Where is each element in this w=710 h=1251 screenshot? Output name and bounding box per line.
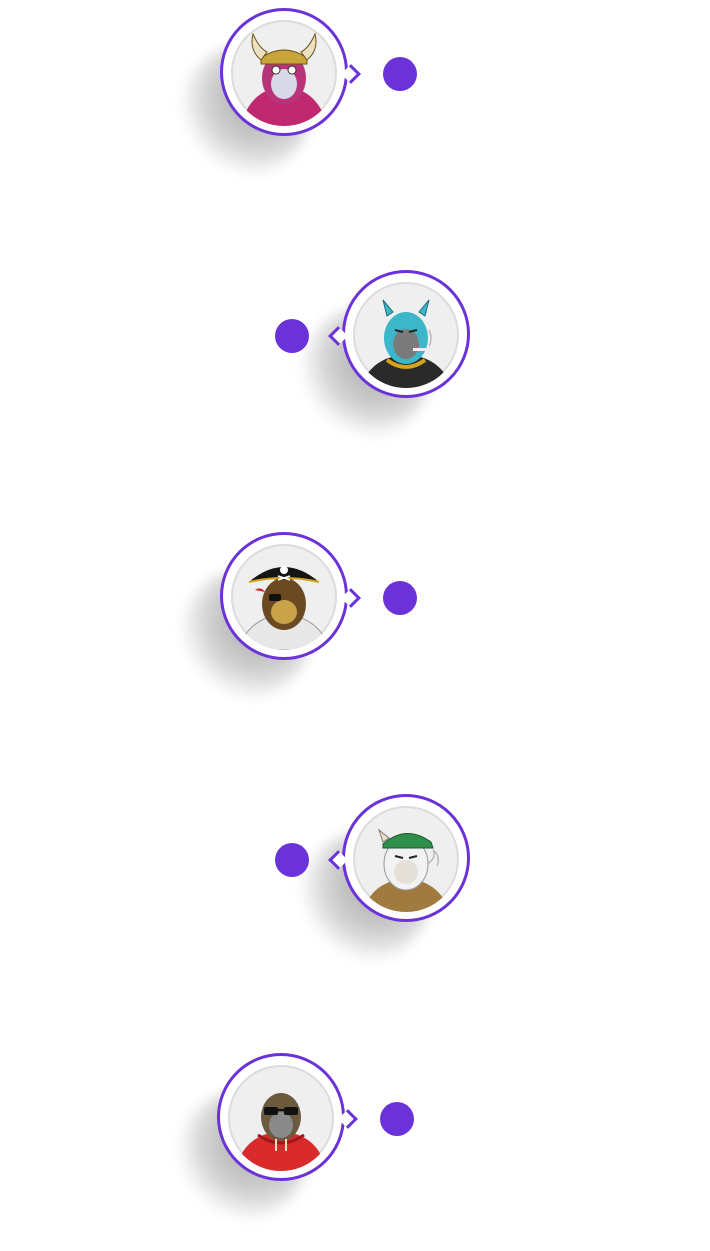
cap-ape-smoking-icon: [363, 828, 449, 912]
timeline-dot: [275, 319, 309, 353]
timeline-node-1: [170, 6, 470, 206]
timeline-dot: [380, 1102, 414, 1136]
timeline-node-2: [270, 268, 570, 468]
avatar-hoodie-ape[interactable]: [228, 1065, 334, 1171]
timeline-dot: [383, 581, 417, 615]
timeline-node-3: [170, 530, 470, 730]
timeline-dot: [383, 57, 417, 91]
pirate-ape-icon: [238, 566, 330, 650]
timeline-node-5: [167, 1051, 467, 1251]
avatar-pirate-ape[interactable]: [231, 544, 337, 650]
timeline-node-4: [270, 792, 570, 992]
hoodie-ape-sunglasses-icon: [236, 1093, 326, 1171]
avatar-viking-ape[interactable]: [231, 20, 337, 126]
viking-ape-pink-icon: [241, 32, 327, 126]
timeline-dot: [275, 843, 309, 877]
avatar-cyan-ape[interactable]: [353, 282, 459, 388]
cyan-ape-smoking-icon: [361, 299, 451, 388]
avatar-cap-ape[interactable]: [353, 806, 459, 912]
